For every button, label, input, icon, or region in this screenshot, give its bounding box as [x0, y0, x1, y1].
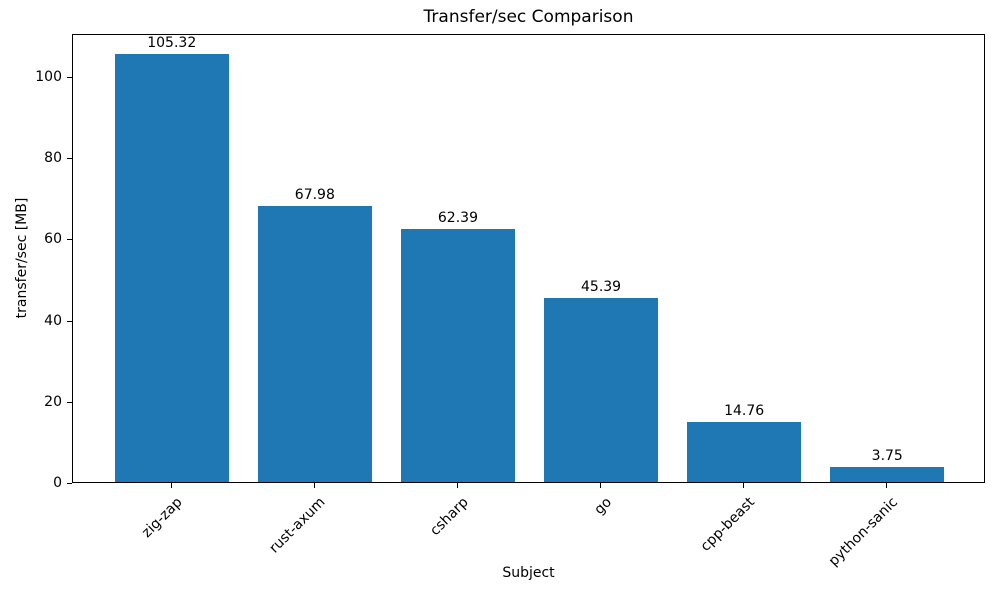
y-tick-label: 100 [35, 69, 62, 86]
y-tick-mark [67, 239, 72, 241]
x-tick-mark [456, 483, 458, 488]
bar-value-label: 14.76 [724, 403, 765, 420]
y-tick-mark [67, 401, 72, 403]
bar-python-sanic [830, 466, 945, 482]
x-tick-mark [170, 483, 172, 488]
x-tick-mark [313, 483, 315, 488]
bar-value-label: 3.75 [871, 447, 903, 464]
y-tick-label: 60 [44, 231, 62, 248]
bar-value-label: 67.98 [294, 187, 335, 204]
x-tick-label-csharp: csharp [426, 494, 472, 539]
y-tick-label: 20 [44, 393, 62, 410]
bar-go [543, 297, 659, 482]
x-tick-mark [600, 483, 602, 488]
x-tick-label-cpp-beast: cpp-beast [697, 494, 758, 555]
y-tick-mark [67, 77, 72, 79]
bar-zig-zap [114, 54, 229, 482]
plot-area: 105.32 67.98 62.39 45.39 14.76 3.75 [72, 34, 985, 483]
y-tick-label: 40 [44, 312, 62, 329]
bar-rust-axum [257, 206, 373, 482]
x-tick-mark [743, 483, 745, 488]
x-tick-mark [886, 483, 888, 488]
y-tick-label: 0 [53, 475, 62, 491]
y-axis-label: transfer/sec [MB] [14, 197, 30, 319]
bar-cpp-beast [686, 422, 802, 482]
bar-value-label: 62.39 [437, 209, 478, 226]
x-tick-label-python-sanic: python-sanic [825, 494, 901, 570]
x-tick-label-zig-zap: zig-zap [138, 494, 186, 541]
bar-csharp [400, 228, 516, 482]
y-tick-mark [67, 320, 72, 322]
y-tick-label: 80 [44, 150, 62, 167]
y-tick-mark [67, 158, 72, 160]
chart-title: Transfer/sec Comparison [423, 7, 634, 27]
x-axis-label: Subject [502, 565, 555, 581]
x-tick-label-rust-axum: rust-axum [266, 494, 329, 557]
y-tick-mark [67, 483, 72, 484]
bar-value-label: 105.32 [147, 35, 197, 52]
bar-value-label: 45.39 [581, 278, 622, 295]
x-tick-label-go: go [590, 494, 615, 518]
